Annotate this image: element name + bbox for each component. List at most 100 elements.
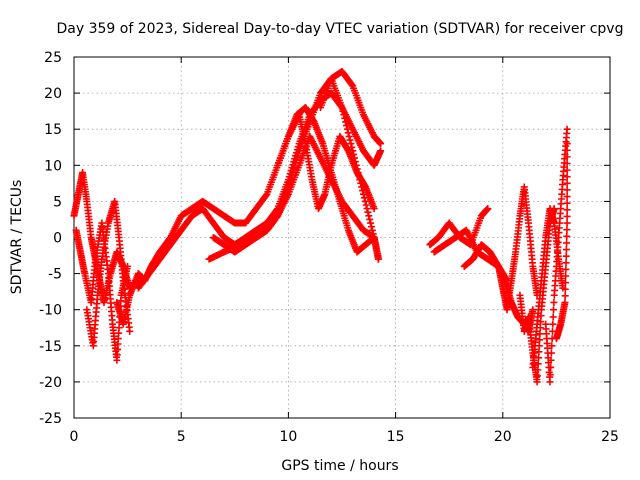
y-tick-label: 20 <box>44 86 62 102</box>
data-point <box>363 205 371 213</box>
data-point <box>354 169 362 177</box>
data-point <box>561 298 569 306</box>
data-point <box>339 107 347 115</box>
data-point <box>370 205 378 213</box>
data-point <box>368 226 376 234</box>
x-tick-label: 0 <box>70 429 79 445</box>
data-point <box>562 246 570 254</box>
x-tick-label: 5 <box>177 429 186 445</box>
data-point <box>353 165 361 173</box>
data-point <box>562 279 570 287</box>
data-point <box>550 306 558 314</box>
data-point <box>341 114 349 122</box>
y-tick-label: 0 <box>53 231 62 247</box>
data-point <box>547 356 555 364</box>
data-point <box>562 259 570 267</box>
data-point <box>562 272 570 280</box>
data-point <box>374 255 382 263</box>
data-point <box>350 150 358 158</box>
data-point <box>366 215 374 223</box>
data-point <box>338 104 346 112</box>
data-point <box>546 371 554 379</box>
data-point <box>547 349 555 357</box>
y-tick-label: 5 <box>53 194 62 210</box>
data-point <box>549 313 557 321</box>
data-point <box>535 348 543 356</box>
data-point <box>563 199 571 207</box>
data-point <box>377 147 385 155</box>
data-point <box>533 378 541 386</box>
series-track-9 <box>317 75 382 263</box>
data-point <box>357 179 365 187</box>
data-point <box>369 230 377 238</box>
data-point <box>537 318 545 326</box>
data-point <box>561 285 569 293</box>
data-point <box>365 212 373 220</box>
data-point <box>563 212 571 220</box>
series-track-16 <box>542 125 571 386</box>
data-point <box>563 125 571 133</box>
data-point <box>364 208 372 216</box>
data-point <box>358 183 366 191</box>
series-track-5 <box>134 89 385 292</box>
y-axis-title: SDTVAR / TECUs <box>9 180 25 295</box>
data-point <box>534 366 542 374</box>
data-point <box>536 330 544 338</box>
data-markers <box>70 67 571 386</box>
data-point <box>352 161 360 169</box>
data-point <box>349 147 357 155</box>
data-point <box>563 173 571 181</box>
data-point <box>347 140 355 148</box>
data-point <box>355 172 363 180</box>
data-point <box>348 143 356 151</box>
y-tick-label: 10 <box>44 158 62 174</box>
data-point <box>351 154 359 162</box>
series-track-2 <box>72 219 132 364</box>
x-tick-label: 25 <box>601 429 619 445</box>
chart-title: Day 359 of 2023, Sidereal Day-to-day VTE… <box>57 21 624 37</box>
data-point <box>262 191 270 199</box>
data-point <box>367 223 375 231</box>
data-point <box>484 205 492 213</box>
data-point <box>563 193 571 201</box>
x-tick-label: 20 <box>494 429 512 445</box>
data-point <box>563 232 571 240</box>
series-track-13 <box>495 183 541 314</box>
y-tick-label: -10 <box>39 303 62 319</box>
data-point <box>550 298 558 306</box>
y-tick-label: -20 <box>39 375 62 391</box>
data-point <box>562 252 570 260</box>
data-point <box>360 194 368 202</box>
data-point <box>359 190 367 198</box>
data-point <box>359 187 367 195</box>
y-tick-label: -15 <box>39 339 62 355</box>
data-point <box>563 219 571 227</box>
data-point <box>563 140 571 148</box>
data-point <box>548 327 556 335</box>
data-point <box>563 226 571 234</box>
data-point <box>563 159 571 167</box>
x-axis-title: GPS time / hours <box>281 458 398 474</box>
data-point <box>367 219 375 227</box>
data-point <box>548 342 556 350</box>
series-track-3 <box>83 197 134 350</box>
data-point <box>563 153 571 161</box>
data-point <box>361 197 369 205</box>
data-point <box>342 118 350 126</box>
data-point <box>563 166 571 174</box>
data-point <box>344 129 352 137</box>
data-point <box>345 132 353 140</box>
data-point <box>362 201 370 209</box>
series-track-17 <box>552 140 571 343</box>
data-point <box>343 125 351 133</box>
data-point <box>351 158 359 166</box>
data-point <box>549 320 557 328</box>
data-point <box>546 378 554 386</box>
data-point <box>562 265 570 273</box>
data-point <box>547 363 555 371</box>
y-tick-label: 15 <box>44 122 62 138</box>
data-point <box>561 292 569 300</box>
data-point <box>533 372 541 380</box>
data-point <box>563 186 571 194</box>
